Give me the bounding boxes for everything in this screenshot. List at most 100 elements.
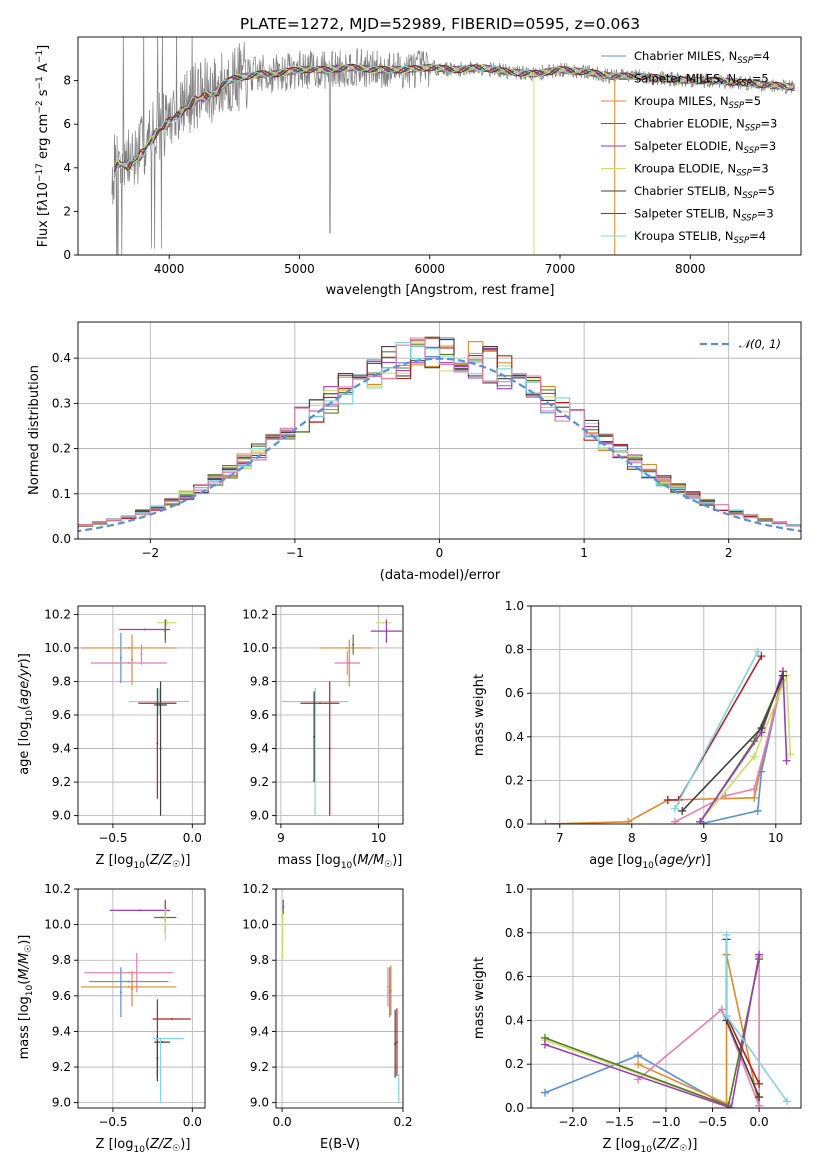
mass-weight-marker [783,1097,792,1106]
data-point [157,700,160,703]
mass-weight-vs-Z-xtick-label: −2.0 [558,1115,587,1129]
mass-weight-vs-Z-xtick-label: 0.0 [750,1115,769,1129]
legend-subscript: SSP [734,236,750,246]
mass-weight-vs-age-xlabel: age [log10(age/yr)] [589,853,711,871]
mass-weight-marker [540,1088,549,1097]
legend-entry-label: Kroupa ELODIE, NSSP=3 [634,162,769,179]
mass-weight-vs-age-ytick-label: 0.2 [505,773,524,787]
age-vs-Z-xlabel: Z [log10(Z/Z☉)] [96,853,191,871]
model-spectrum-line [114,64,795,177]
mass-weight-marker [634,1060,643,1069]
mass-weight-marker [750,785,759,794]
mass-weight-line [544,954,760,1108]
mass-weight-marker [540,1040,549,1049]
mass-weight-vs-Z-xtick-label: −0.5 [698,1115,727,1129]
data-point [130,658,133,661]
data-point [159,1069,162,1072]
mass-weight-line [544,1054,727,1107]
mass-weight-vs-age-ytick-label: 1.0 [505,599,524,613]
mass-weight-line [637,956,760,1107]
mass-weight-vs-age-ytick-label: 0.0 [505,817,524,831]
mass-weight-vs-Z-frame [530,888,802,1109]
mass-weight-marker [753,806,762,815]
data-point [119,991,122,994]
data-point [345,646,348,649]
mass-weight-vs-age-ytick-label: 0.6 [505,686,524,700]
spectrum-ytick-label: 4 [63,161,71,175]
mass-vs-Z-ylabel: mass [log10(M/M☉)] [17,935,35,1060]
legend-subscript: SSP [737,56,753,66]
legend-count: =3 [759,139,776,153]
age-vs-Z-frame [77,605,206,825]
mass-weight-marker [671,817,679,824]
data-point [281,932,284,935]
legend-entry-label: Chabrier MILES, NSSP=4 [634,49,770,66]
mass-vs-EBV-ytick-label: 10.2 [242,882,269,896]
mass-vs-EBV-xlabel: E(B-V) [320,1137,360,1152]
mass-weight-vs-Z-ytick-label: 1.0 [505,882,524,896]
mass-weight-vs-Z-plot-area [531,889,801,1108]
data-point [127,646,130,649]
mass-weight-marker [750,752,759,761]
legend-subscript: SSP [741,214,757,224]
age-vs-Z-ytick-label: 9.0 [52,809,71,823]
mass-vs-Z-ytick-label: 9.4 [52,1024,71,1038]
legend-entry-label: Kroupa MILES, NSSP=5 [634,94,761,111]
mass-weight-line [725,1015,760,1085]
mass-vs-Z-xtick-label: −0.5 [98,1115,127,1129]
residuals-ytick-label: 0.0 [52,532,71,546]
legend-entry-label: Chabrier STELIB, NSSP=5 [634,184,775,201]
mass-weight-marker [722,1012,731,1021]
mass-weight-marker [727,1104,736,1108]
model-spectrum-line [114,63,795,172]
mass-vs-EBV-ytick-label: 9.0 [250,1096,269,1110]
mass-vs-EBV-ytick-label: 10.0 [242,918,269,932]
legend-entry-label: Chabrier ELODIE, NSSP=3 [634,117,777,134]
data-point [385,630,388,633]
age-vs-mass-ytick-label: 10.0 [242,641,269,655]
data-point [282,905,285,908]
mass-weight-marker [786,750,795,759]
data-point [395,1041,398,1044]
mass-weight-marker [717,1005,726,1014]
legend-subscript: SSP [742,191,758,201]
mass-vs-Z-xlabel: Z [log10(Z/Z☉)] [96,1137,191,1155]
mass-weight-marker [541,820,550,824]
mass-weight-vs-age-ytick-label: 0.4 [505,730,524,744]
legend-count: =3 [760,117,777,131]
data-point [127,662,130,665]
gaussian-legend-label: 𝒩(0, 1) [739,337,781,351]
mass-weight-marker [755,1101,764,1108]
legend-entry-label: Salpeter STELIB, NSSP=3 [634,207,774,224]
spectrum-ytick-label: 8 [63,74,71,88]
data-point [156,742,159,745]
legend-count: =4 [753,49,770,63]
age-vs-Z-ytick-label: 9.2 [52,775,71,789]
mass-vs-EBV-xtick-label: 0.0 [273,1115,292,1129]
mass-vs-EBV-ytick-label: 9.4 [250,1024,269,1038]
legend-subscript: SSP [736,79,752,89]
mass-weight-line [674,651,759,810]
data-point [135,971,138,974]
mass-weight-marker [634,1051,643,1060]
mass-vs-EBV-frame [275,888,404,1109]
data-point [156,1057,159,1060]
mass-weight-vs-Z-ytick-label: 0.8 [505,926,524,940]
data-point [164,923,167,926]
data-point [328,747,331,750]
data-point [159,747,162,750]
spectrum-ytick-label: 6 [63,117,71,131]
residuals-xtick-label: −2 [141,546,159,560]
legend-count: =3 [752,162,769,176]
mass-weight-line [674,679,784,823]
legend-entry-label: Salpeter ELODIE, NSSP=3 [634,139,776,156]
spectrum-plot-area [111,37,795,255]
data-point [388,991,391,994]
mass-weight-vs-age-xtick-label: 10 [768,831,783,845]
age-vs-mass-xtick-label: 9 [277,831,285,845]
data-point [382,621,385,624]
model-spectrum-line [114,64,795,173]
mass-weight-vs-Z-panel: Z [log10(Z/Z☉)] mass weight −2.0 −1.5 −1.0… [472,882,802,1155]
age-vs-Z-xtick-label: 0.0 [183,831,202,845]
